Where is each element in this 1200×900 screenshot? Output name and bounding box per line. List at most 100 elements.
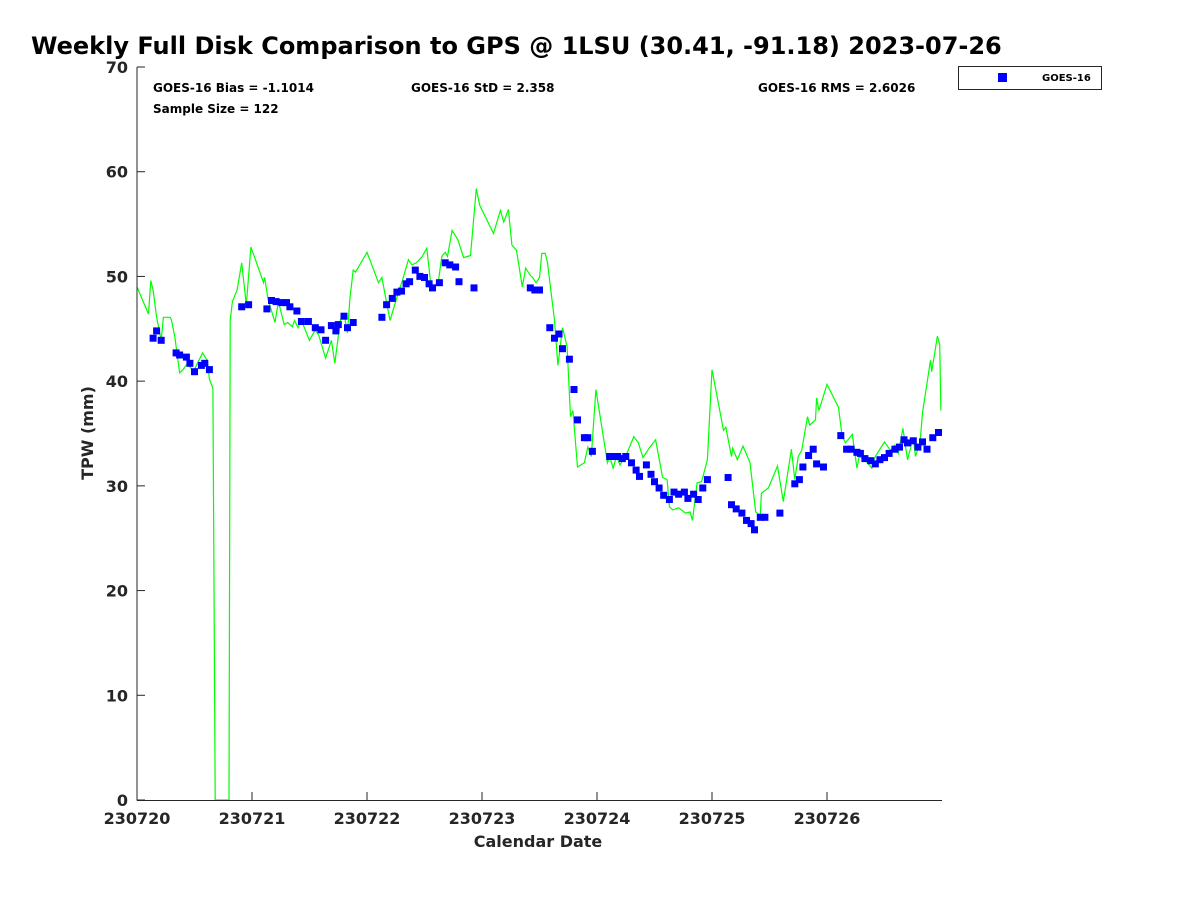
goes16-point (871, 460, 879, 468)
x-tick-label: 230724 (564, 809, 631, 828)
goes16-point (526, 284, 534, 292)
gps-series-line (136, 188, 942, 801)
goes16-point (574, 416, 581, 424)
goes16-point (837, 432, 845, 440)
goes16-point (286, 303, 294, 311)
goes16-point (559, 345, 566, 353)
goes16-point (322, 336, 330, 344)
plot-area (136, 188, 942, 801)
goes16-point (546, 324, 554, 332)
goes16-point (843, 445, 851, 453)
y-tick-label: 70 (106, 58, 128, 77)
goes16-point (728, 501, 735, 509)
goes16-point (881, 454, 888, 462)
goes16-point (393, 288, 401, 296)
y-tick-label: 50 (106, 267, 128, 286)
goes16-point (311, 324, 319, 332)
goes16-point (820, 463, 827, 471)
goes16-point (317, 326, 325, 334)
goes16-point (245, 301, 253, 309)
goes16-point (847, 445, 855, 453)
goes16-point (756, 513, 764, 521)
goes16-point (642, 461, 650, 469)
goes16-point (935, 429, 942, 436)
y-tick-label: 40 (106, 372, 128, 391)
goes16-point (551, 334, 558, 342)
goes16-point (425, 280, 433, 288)
goes16-point (805, 452, 813, 459)
goes16-point (293, 307, 301, 315)
goes16-point (531, 286, 539, 294)
goes16-point (263, 305, 271, 313)
goes16-point (743, 516, 750, 524)
legend-marker-goes16 (998, 73, 1007, 82)
y-tick-label: 60 (106, 163, 128, 182)
x-tick-label: 230722 (334, 809, 401, 828)
goes16-point (327, 322, 335, 330)
goes16-point (776, 509, 784, 517)
goes16-point (929, 434, 937, 442)
goes16-point (614, 453, 622, 460)
goes16-point (283, 299, 290, 307)
bias-stat: GOES-16 Bias = -1.1014 (153, 81, 314, 95)
y-tick-label: 20 (106, 582, 128, 601)
goes16-point (896, 443, 903, 451)
goes16-point (914, 443, 922, 451)
goes16-point (795, 476, 803, 484)
goes16-point (628, 459, 635, 467)
goes16-point (153, 327, 161, 335)
goes16-point (398, 287, 405, 295)
goes16-point (149, 334, 157, 342)
goes16-point (751, 526, 758, 534)
goes16-point (675, 490, 683, 498)
goes16-point (429, 284, 436, 292)
goes16-point (606, 453, 614, 460)
goes16-point (157, 336, 165, 344)
goes16-point (455, 278, 463, 286)
goes16-point (699, 484, 707, 492)
goes16-point (268, 297, 275, 304)
goes16-point (388, 294, 396, 302)
goes16-point (791, 480, 799, 488)
goes16-point (761, 513, 769, 521)
x-tick-label: 230725 (679, 809, 746, 828)
goes16-point (747, 520, 755, 528)
goes16-point (919, 438, 926, 446)
goes16-point (622, 453, 630, 460)
x-axis-label: Calendar Date (474, 832, 603, 851)
goes16-point (570, 386, 578, 393)
goes16-point (813, 460, 821, 468)
y-tick-label: 0 (117, 791, 128, 810)
goes16-point (738, 509, 746, 517)
goes16-point (411, 266, 419, 274)
goes16-point (452, 263, 460, 271)
rms-stat: GOES-16 RMS = 2.6026 (758, 81, 915, 95)
goes16-point (655, 484, 663, 492)
y-axis-label: TPW (mm) (78, 386, 97, 480)
goes16-point (205, 366, 213, 374)
goes16-point (724, 474, 732, 481)
y-tick-label: 30 (106, 477, 128, 496)
legend: GOES-16 (958, 66, 1102, 90)
goes16-point (703, 476, 711, 484)
goes16-point (555, 330, 563, 338)
goes16-point (334, 321, 342, 329)
goes16-point (665, 496, 673, 503)
goes16-point (565, 355, 573, 363)
goes16-point (378, 313, 386, 321)
x-tick-label: 230720 (104, 809, 171, 828)
goes16-point (904, 439, 911, 447)
goes16-point (680, 488, 688, 496)
goes16-point (690, 490, 698, 498)
chart-title: Weekly Full Disk Comparison to GPS @ 1LS… (31, 32, 1002, 60)
goes16-point (536, 286, 543, 294)
goes16-point (421, 274, 428, 281)
goes16-point (891, 445, 899, 453)
goes16-point (191, 368, 198, 376)
goes16-point (636, 472, 643, 480)
goes16-point (684, 494, 692, 502)
goes16-point (584, 434, 592, 442)
goes16-point (861, 455, 869, 463)
x-tick-label: 230723 (449, 809, 516, 828)
